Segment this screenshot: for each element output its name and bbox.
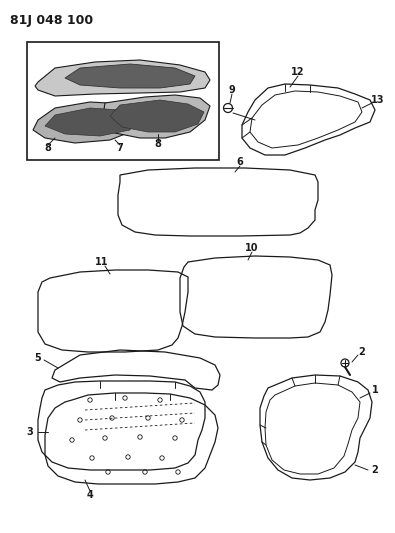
Text: 6: 6: [237, 157, 243, 167]
Text: 5: 5: [35, 353, 41, 363]
Polygon shape: [45, 108, 135, 136]
Text: 81J 048 100: 81J 048 100: [10, 14, 93, 27]
Text: 7: 7: [117, 143, 123, 153]
Polygon shape: [102, 95, 210, 138]
Text: 8: 8: [154, 139, 162, 149]
Polygon shape: [35, 60, 210, 96]
Text: 11: 11: [95, 257, 109, 267]
Polygon shape: [33, 102, 140, 143]
Text: 9: 9: [229, 85, 235, 95]
Bar: [27, 42, 219, 160]
Text: 4: 4: [87, 490, 93, 500]
Text: 10: 10: [245, 243, 259, 253]
Polygon shape: [65, 64, 195, 88]
Text: 3: 3: [26, 427, 33, 437]
Text: 8: 8: [45, 143, 51, 153]
Text: 13: 13: [371, 95, 385, 105]
Text: 1: 1: [372, 385, 378, 395]
Text: 2: 2: [372, 465, 378, 475]
Text: 12: 12: [291, 67, 305, 77]
Polygon shape: [110, 100, 204, 132]
Text: 2: 2: [359, 347, 365, 357]
